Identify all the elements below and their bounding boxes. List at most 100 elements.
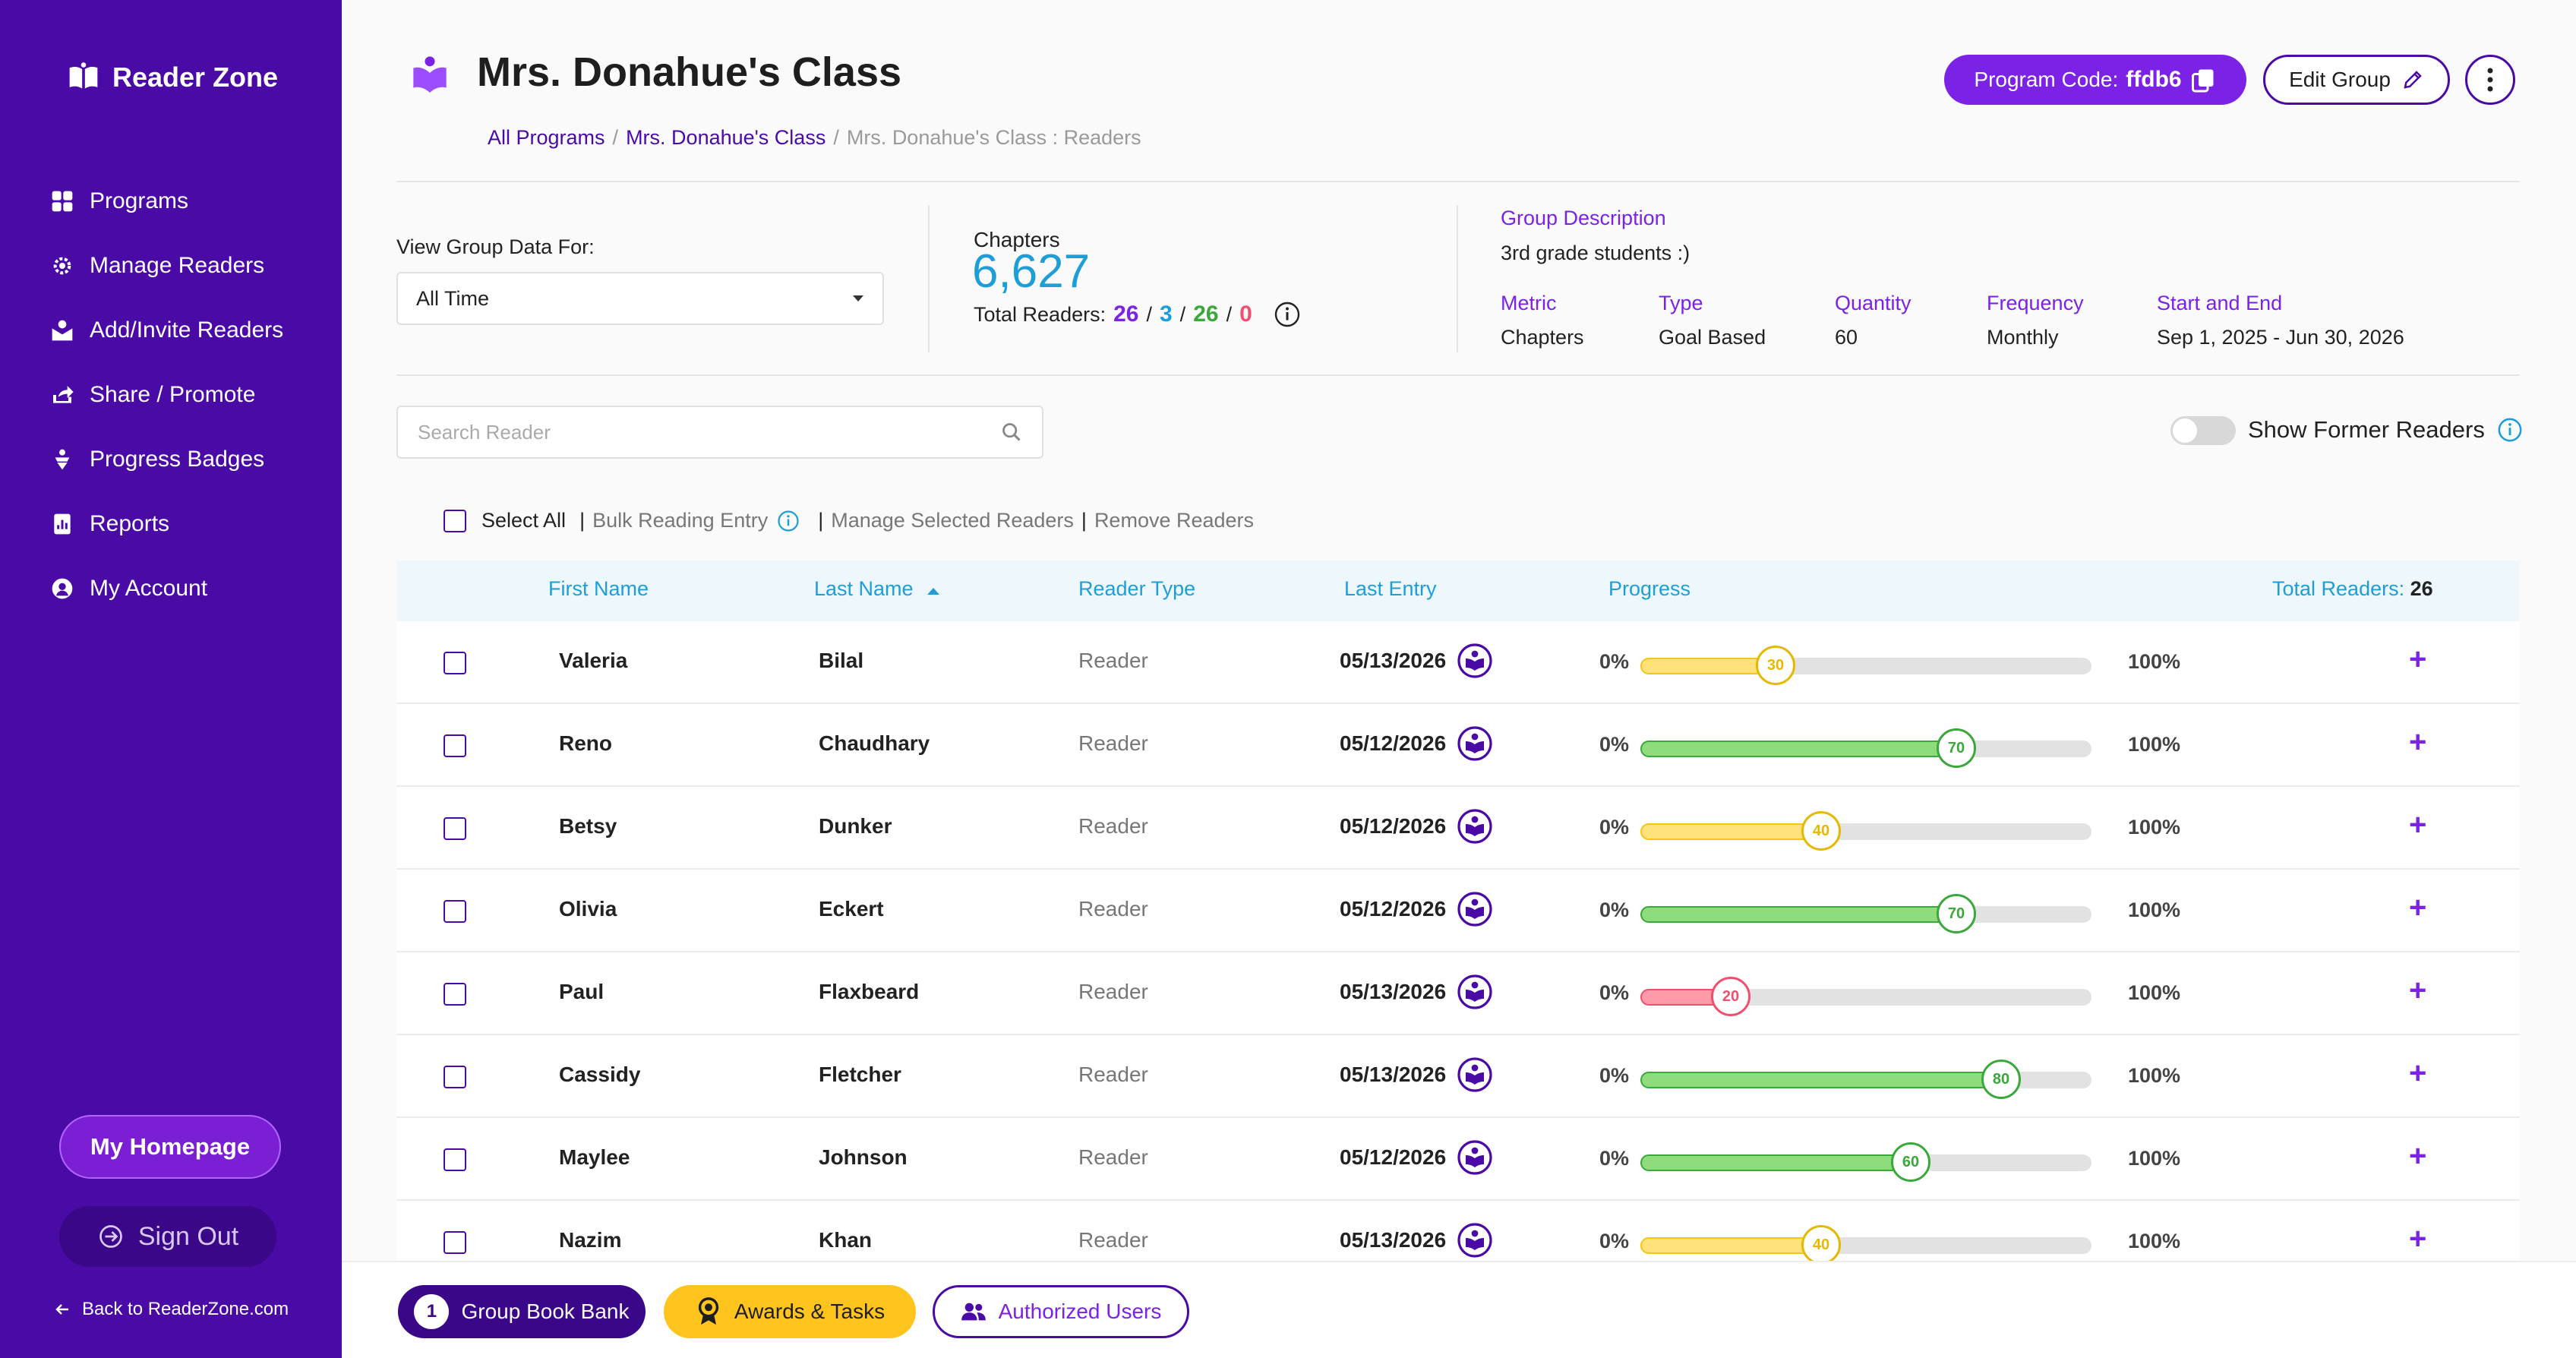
reader-entry-icon[interactable]: [1457, 974, 1493, 1010]
header-reader-type[interactable]: Reader Type: [1078, 577, 1196, 600]
row-checkbox[interactable]: [444, 817, 466, 840]
row-checkbox[interactable]: [444, 983, 466, 1006]
award-icon: [698, 1297, 719, 1325]
bulk-reading-entry-link[interactable]: Bulk Reading Entry: [592, 509, 769, 532]
view-group-select[interactable]: All Time: [396, 272, 884, 325]
table-row[interactable]: Valeria Bilal Reader 05/13/2026 0% 30 100% +: [396, 621, 2520, 704]
reader-type-cell: Reader: [1078, 814, 1148, 838]
add-entry-button[interactable]: +: [2409, 974, 2427, 1007]
reader-type-cell: Reader: [1078, 731, 1148, 755]
remove-readers-link[interactable]: Remove Readers: [1094, 509, 1255, 532]
copy-icon: [2191, 69, 2214, 93]
last-entry-date: 05/13/2026: [1340, 1228, 1447, 1252]
brand[interactable]: Reader Zone: [67, 61, 278, 94]
last-entry-cell: 05/12/2026: [1340, 725, 1493, 762]
progress-value: 40: [1801, 1225, 1841, 1265]
add-entry-button[interactable]: +: [2409, 1139, 2427, 1173]
first-name-cell: Maylee: [559, 1145, 630, 1169]
reports-icon: [54, 513, 71, 534]
select-all-checkbox[interactable]: [444, 509, 466, 532]
header-last-name[interactable]: Last Name: [814, 577, 940, 601]
reader-entry-icon[interactable]: [1457, 643, 1493, 679]
group-meta-start-and-end: Start and End Sep 1, 2025 - Jun 30, 2026: [2157, 292, 2404, 349]
sidebar-item-manage-readers[interactable]: Manage Readers: [50, 233, 283, 298]
header-last-entry[interactable]: Last Entry: [1344, 577, 1437, 600]
authorized-users-button[interactable]: Authorized Users: [933, 1285, 1189, 1338]
table-row[interactable]: Betsy Dunker Reader 05/12/2026 0% 40 100% +: [396, 787, 2520, 870]
add-entry-button[interactable]: +: [2409, 725, 2427, 759]
table-row[interactable]: Cassidy Fletcher Reader 05/13/2026 0% 80 100% +: [396, 1035, 2520, 1118]
search-input[interactable]: Search Reader: [396, 406, 1043, 459]
reader-entry-icon[interactable]: [1457, 1056, 1493, 1093]
reader-entry-icon[interactable]: [1457, 1222, 1493, 1259]
progress-max-label: 100%: [2128, 981, 2181, 1004]
pencil-icon: [2404, 71, 2422, 89]
reader-entry-icon[interactable]: [1457, 808, 1493, 845]
progress-bar: 40: [1640, 811, 2091, 851]
sidebar-item-add-invite-readers[interactable]: Add/Invite Readers: [50, 298, 283, 362]
add-entry-button[interactable]: +: [2409, 1222, 2427, 1255]
meta-value: Sep 1, 2025 - Jun 30, 2026: [2157, 326, 2404, 349]
row-checkbox[interactable]: [444, 1066, 466, 1088]
program-code-button[interactable]: Program Code: ffdb6: [1944, 55, 2246, 105]
reader-type-cell: Reader: [1078, 980, 1148, 1003]
row-checkbox[interactable]: [444, 900, 466, 923]
row-checkbox[interactable]: [444, 1231, 466, 1254]
breadcrumb-all-programs[interactable]: All Programs: [488, 126, 605, 149]
progress-max-label: 100%: [2128, 1064, 2181, 1087]
sidebar-item-share-promote[interactable]: Share / Promote: [50, 362, 283, 427]
progress-max-label: 100%: [2128, 1230, 2181, 1252]
last-entry-cell: 05/12/2026: [1340, 1139, 1493, 1176]
add-entry-button[interactable]: +: [2409, 1056, 2427, 1090]
sidebar-item-reports[interactable]: Reports: [50, 491, 283, 556]
breadcrumb-class[interactable]: Mrs. Donahue's Class: [626, 126, 826, 149]
row-checkbox[interactable]: [444, 1148, 466, 1171]
manage-selected-readers-link[interactable]: Manage Selected Readers: [831, 509, 1074, 532]
last-name-cell: Johnson: [819, 1145, 908, 1169]
users-icon: [961, 1303, 986, 1321]
table-row[interactable]: Reno Chaudhary Reader 05/12/2026 0% 70 100% +: [396, 704, 2520, 787]
table-row[interactable]: Olivia Eckert Reader 05/12/2026 0% 70 100% +: [396, 870, 2520, 952]
info-icon[interactable]: [1274, 301, 1301, 328]
table-row[interactable]: Maylee Johnson Reader 05/12/2026 0% 60 100% +: [396, 1118, 2520, 1201]
reader-entry-icon[interactable]: [1457, 891, 1493, 927]
info-icon[interactable]: [2497, 417, 2523, 443]
table-row[interactable]: Paul Flaxbeard Reader 05/13/2026 0% 20 100% +: [396, 952, 2520, 1035]
gear-icon: [53, 257, 71, 274]
sign-out-button[interactable]: Sign Out: [59, 1206, 276, 1267]
group-book-bank-button[interactable]: 1 Group Book Bank: [398, 1285, 646, 1338]
awards-tasks-button[interactable]: Awards & Tasks: [664, 1285, 916, 1338]
row-checkbox[interactable]: [444, 734, 466, 757]
progress-bar: 30: [1640, 646, 2091, 685]
sidebar-item-progress-badges[interactable]: Progress Badges: [50, 427, 283, 491]
account-icon: [52, 578, 73, 598]
first-name-cell: Reno: [559, 731, 612, 755]
group-meta-type: Type Goal Based: [1659, 292, 1766, 349]
my-homepage-button[interactable]: My Homepage: [59, 1115, 281, 1179]
add-entry-button[interactable]: +: [2409, 891, 2427, 924]
more-options-button[interactable]: [2465, 55, 2515, 105]
row-checkbox[interactable]: [444, 652, 466, 674]
first-name-cell: Nazim: [559, 1228, 622, 1252]
add-entry-button[interactable]: +: [2409, 808, 2427, 842]
header-progress[interactable]: Progress: [1608, 577, 1691, 600]
add-entry-button[interactable]: +: [2409, 643, 2427, 676]
info-icon[interactable]: [777, 510, 800, 532]
header-last-name-label: Last Name: [814, 577, 914, 600]
sidebar-item-label: My Account: [90, 575, 208, 601]
sidebar-nav: Programs Manage Readers Add/Invite Readers…: [50, 169, 283, 621]
back-link[interactable]: Back to ReaderZone.com: [53, 1299, 289, 1320]
show-former-readers: Show Former Readers: [2248, 416, 2523, 444]
sidebar-item-my-account[interactable]: My Account: [50, 556, 283, 621]
header-first-name[interactable]: First Name: [548, 577, 649, 600]
reader-entry-icon[interactable]: [1457, 725, 1493, 762]
header-divider: [396, 181, 2520, 182]
select-all-label[interactable]: Select All: [481, 509, 567, 532]
show-former-readers-toggle[interactable]: [2170, 416, 2236, 445]
last-entry-date: 05/13/2026: [1340, 1063, 1447, 1086]
group-meta-metric: Metric Chapters: [1501, 292, 1584, 349]
sidebar-item-programs[interactable]: Programs: [50, 169, 283, 233]
reader-entry-icon[interactable]: [1457, 1139, 1493, 1176]
reader-type-cell: Reader: [1078, 1145, 1148, 1169]
edit-group-button[interactable]: Edit Group: [2263, 55, 2450, 105]
